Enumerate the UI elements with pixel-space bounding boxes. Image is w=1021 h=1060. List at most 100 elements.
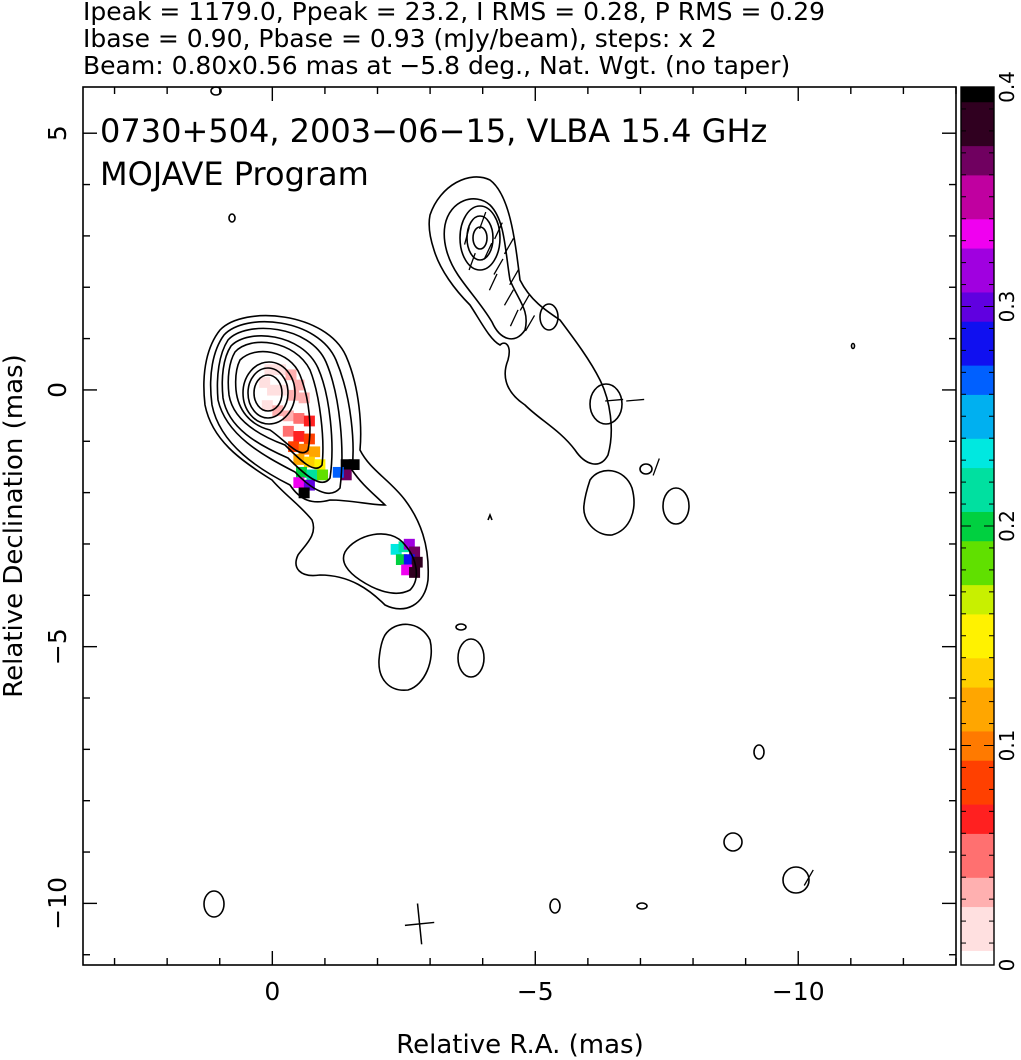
colorbar-label: 0.4 bbox=[995, 71, 1019, 103]
evpa-tick bbox=[605, 398, 624, 402]
evpa-tick bbox=[478, 211, 487, 230]
pol-pixel bbox=[259, 377, 271, 388]
colorbar-swatch bbox=[961, 145, 994, 161]
colorbar-swatch bbox=[961, 804, 994, 820]
pol-pixel bbox=[298, 487, 310, 499]
colorbar-swatch bbox=[961, 438, 994, 454]
pol-pixel bbox=[293, 477, 305, 488]
colorbar-swatch bbox=[961, 686, 994, 703]
evpa-vector-ticks bbox=[463, 211, 814, 886]
contour-core-2 bbox=[247, 367, 289, 419]
evpa-tick bbox=[509, 268, 520, 286]
pol-pixel bbox=[309, 446, 321, 458]
contour-blob-14 bbox=[228, 213, 236, 223]
header-line-1: Ipeak = 1179.0, Ppeak = 23.2, I RMS = 0.… bbox=[83, 0, 825, 26]
colorbar-swatch bbox=[961, 555, 994, 571]
contour-north-peak-1 bbox=[459, 205, 501, 271]
evpa-tick bbox=[652, 458, 660, 476]
colorbar-swatch bbox=[961, 818, 994, 834]
colorbar-swatch bbox=[961, 862, 994, 878]
colorbar-swatch bbox=[961, 408, 994, 425]
beam-minor-axis bbox=[404, 921, 435, 927]
colorbar-swatch bbox=[961, 833, 994, 849]
pol-pixel bbox=[288, 441, 300, 453]
contour-blob-2 bbox=[589, 383, 623, 425]
contour-north-peak-2 bbox=[466, 215, 494, 261]
contour-blob-13 bbox=[636, 902, 648, 910]
evpa-tick bbox=[488, 273, 498, 291]
colorbar-swatch bbox=[961, 891, 994, 908]
contour-blob-10 bbox=[782, 866, 810, 894]
pol-pixel bbox=[282, 410, 294, 422]
pol-pixel bbox=[293, 431, 305, 442]
colorbar-swatch bbox=[961, 160, 994, 176]
colorbar-swatch bbox=[961, 365, 994, 381]
colorbar-swatch bbox=[961, 847, 994, 864]
colorbar-swatch bbox=[961, 745, 994, 761]
restoring-beam-cross bbox=[404, 903, 435, 945]
pol-pixel bbox=[403, 538, 415, 550]
contour-core-6 bbox=[221, 335, 333, 484]
colorbar-swatch bbox=[961, 716, 994, 732]
contour-blob-7 bbox=[455, 623, 467, 631]
contour-blob-8 bbox=[753, 744, 765, 760]
colorbar-swatch bbox=[961, 482, 994, 498]
pol-pixel bbox=[295, 466, 308, 478]
colorbar-swatch bbox=[961, 218, 994, 234]
contour-blob-12 bbox=[549, 898, 561, 914]
y-axis-title: Relative Declination (mas) bbox=[0, 354, 29, 697]
colorbar-swatch bbox=[961, 174, 994, 191]
plot-frame bbox=[82, 86, 957, 966]
colorbar-swatch bbox=[961, 906, 994, 922]
contour-core-4 bbox=[234, 350, 311, 454]
colorbar-swatch bbox=[961, 540, 994, 556]
colorbar-swatch bbox=[961, 935, 994, 951]
evpa-tick bbox=[524, 315, 536, 332]
colorbar-label: 0.3 bbox=[995, 291, 1019, 323]
colorbar-swatch bbox=[961, 672, 994, 688]
colorbar-swatch bbox=[961, 701, 994, 717]
pol-pixel bbox=[293, 454, 305, 465]
colorbar-swatch bbox=[961, 730, 994, 747]
header-line-3: Beam: 0.80x0.56 mas at −5.8 deg., Nat. W… bbox=[83, 51, 790, 80]
pol-pixel bbox=[340, 469, 352, 481]
pol-pixel bbox=[306, 469, 318, 481]
evpa-tick bbox=[493, 258, 504, 275]
colorbar-swatch bbox=[961, 291, 994, 308]
colorbar-swatch bbox=[961, 87, 994, 103]
contour-core-1 bbox=[253, 374, 283, 412]
contour-jet-knot bbox=[342, 533, 418, 595]
total-intensity-contours bbox=[203, 86, 856, 918]
colorbar-swatch bbox=[961, 452, 994, 469]
colorbar-swatch bbox=[961, 247, 994, 264]
evpa-tick bbox=[803, 869, 814, 886]
contour-blob-6 bbox=[457, 638, 485, 678]
colorbar-swatch bbox=[961, 423, 994, 439]
pol-pixel bbox=[390, 543, 402, 555]
pol-pixel bbox=[264, 364, 276, 376]
colorbar-swatch bbox=[961, 379, 994, 395]
plot-area: 0730+504, 2003−06−15, VLBA 15.4 GHz MOJA… bbox=[100, 86, 856, 945]
pol-pixel bbox=[298, 392, 310, 404]
pol-pixel bbox=[403, 554, 415, 566]
y-tick-label: −10 bbox=[43, 877, 72, 930]
colorbar-swatch bbox=[961, 584, 994, 600]
pol-pixel bbox=[261, 400, 273, 411]
colorbar-label: 0 bbox=[995, 959, 1019, 972]
colorbar-swatch bbox=[961, 789, 994, 805]
evpa-tick bbox=[503, 289, 515, 306]
pol-pixel bbox=[317, 469, 329, 481]
evpa-tick bbox=[483, 242, 493, 260]
pol-pixel bbox=[303, 456, 315, 468]
contour-blob-3 bbox=[583, 469, 635, 536]
contour-south-blob bbox=[378, 623, 432, 691]
program-annotation: MOJAVE Program bbox=[100, 155, 369, 193]
pol-pixel bbox=[282, 425, 294, 437]
pol-pixel bbox=[411, 556, 423, 568]
contour-blob-9 bbox=[723, 832, 743, 852]
x-axis-ticks: 0 −5 −10 bbox=[113, 87, 957, 1006]
contour-core-7 bbox=[216, 327, 343, 494]
pol-pixel bbox=[293, 413, 305, 424]
y-axis-ticks: 5 0 −5 −10 bbox=[43, 125, 956, 956]
